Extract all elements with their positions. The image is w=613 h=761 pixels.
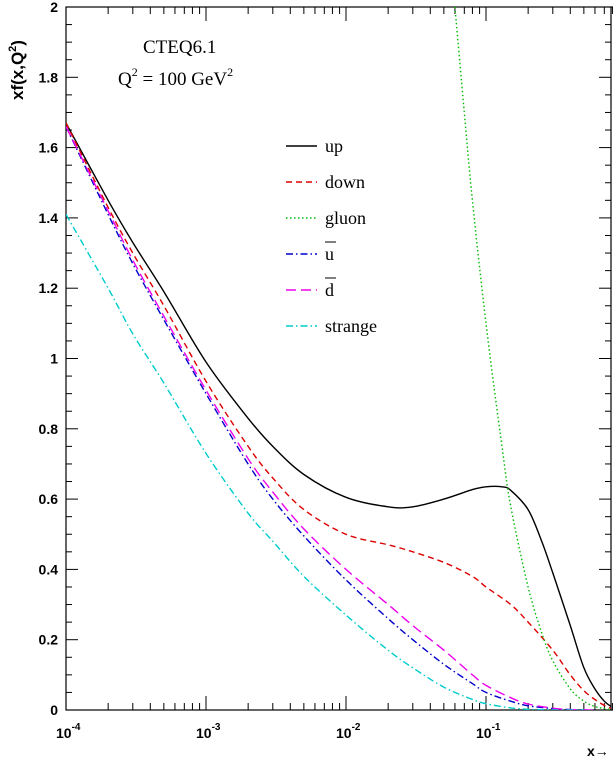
- series-line-dbar: [66, 126, 595, 710]
- series-layer: [66, 7, 611, 710]
- legend-label-strange: strange: [325, 316, 377, 336]
- x-tick-label: 10-2: [336, 722, 361, 741]
- chart-annotation: CTEQ6.1 Q2 = 100 GeV2: [118, 37, 233, 90]
- x-tick-label: 10-3: [196, 722, 221, 741]
- legend-label-up: up: [325, 136, 343, 156]
- y-tick-label: 0.6: [39, 491, 59, 507]
- series-line-down: [66, 122, 611, 709]
- y-tick-label: 1.2: [39, 280, 59, 296]
- x-tick-label: 10-4: [56, 722, 81, 741]
- y-tick-label: 1.6: [39, 140, 59, 156]
- y-tick-label: 0: [50, 702, 58, 718]
- legend-label-ubar: u: [325, 244, 334, 264]
- annotation-line1: CTEQ6.1: [143, 37, 216, 58]
- y-tick-label: 0.4: [39, 561, 59, 577]
- legend-label-down: down: [325, 172, 365, 192]
- series-line-ubar: [66, 126, 595, 710]
- y-tick-label: 1.8: [39, 69, 59, 85]
- series-line-up: [66, 122, 611, 708]
- y-axis-ticks: 0 0.2 0.4 0.6 0.8 1 1.2 1.4 1.6 1.8 2: [39, 0, 611, 718]
- y-tick-label: 1: [50, 351, 58, 367]
- legend-label-dbar: d: [325, 280, 334, 300]
- series-line-gluon: [454, 7, 611, 710]
- x-tick-label: 10-1: [476, 722, 501, 741]
- y-tick-label: 0.8: [39, 421, 59, 437]
- x-axis-label: x→: [587, 743, 609, 759]
- y-tick-label: 2: [50, 0, 58, 15]
- legend: up down gluon ud strange: [286, 136, 377, 336]
- series-line-strange: [66, 214, 584, 710]
- y-tick-label: 0.2: [39, 632, 59, 648]
- y-axis-label: xf(x,Q2): [7, 40, 27, 100]
- x-axis-ticks: 10-4 10-3 10-2 10-1: [56, 7, 613, 741]
- y-tick-label: 1.4: [39, 210, 59, 226]
- legend-label-gluon: gluon: [325, 208, 366, 228]
- annotation-line2: Q2 = 100 GeV2: [118, 65, 233, 90]
